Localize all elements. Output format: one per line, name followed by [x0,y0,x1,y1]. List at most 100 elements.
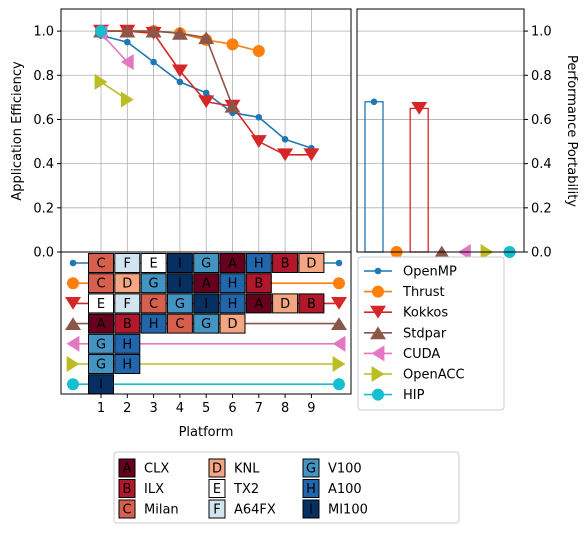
key-name: ILX [144,482,164,497]
table-cell-label: D [227,317,237,332]
x-tick-label: 4 [176,401,184,416]
table-cell-label: B [307,297,316,312]
table-cell-label: H [149,317,159,332]
table-cell [114,293,141,314]
key-letter: E [213,482,221,497]
table-cell-label: H [122,337,132,352]
series-line [101,30,234,107]
table-cell-label: B [281,257,290,272]
table-cell-label: C [96,257,105,272]
table-cell-label: H [254,257,264,272]
key-letter: G [306,462,316,477]
table-cell-label: F [124,257,131,272]
table-cell [272,293,299,314]
table-cell [88,293,114,314]
key-letter: B [123,482,132,497]
y2-tick-label: 0.2 [531,201,552,216]
key-swatch [208,499,226,519]
table-cell [219,273,246,294]
table-row-end-marker [333,378,345,391]
table-cell [166,253,193,273]
key-letter: C [122,503,131,518]
table-cell-label: A [254,297,263,312]
legend-label: Kokkos [403,306,448,321]
table-cell [140,313,167,334]
legend-marker [372,285,384,298]
key-name: KNL [234,462,260,477]
portability-frame [356,8,525,253]
legend-label: OpenMP [403,265,457,280]
portability-bar [364,101,384,253]
portability-marker [411,102,428,115]
key-swatch [118,479,136,498]
table-cell [140,273,167,294]
table-cell [193,293,220,314]
table-row-start-marker [66,335,80,352]
x-tick-label: 5 [202,401,210,416]
key-letter: F [213,503,220,518]
legend-marker [370,305,386,319]
portability-bars [364,98,516,260]
legend-marker [371,345,385,362]
x-tick-label: 6 [228,401,236,416]
y2-tick-label: 0.8 [531,69,552,84]
key-box [113,451,460,524]
portability-bar [409,107,429,253]
y-tick-label: 0.0 [33,246,54,261]
table-cell [245,253,272,273]
table-cell-label: A [202,277,211,292]
key-name: A64FX [234,503,276,518]
key-swatch [208,479,226,498]
y2-tick-label: 0.0 [531,246,552,261]
table-cell-label: C [175,317,184,332]
y2-tick-label: 1.0 [531,25,552,40]
table-cell [219,293,246,314]
table-cell [272,253,299,273]
platform-key: A CLX B ILX C Milan D KNL E TX2 F A64FX G V100 H A100 I M… [113,451,460,524]
key-name: CLX [144,462,169,477]
table-cell [166,313,193,334]
table-cell-label: G [96,337,106,352]
legend-label: Stdpar [403,326,447,341]
table-cell-label: E [149,257,157,272]
table-cell-label: D [122,277,132,292]
table-cell-label: H [228,297,238,312]
table-cell-label: G [201,317,211,332]
table-cell-label: C [96,277,105,292]
series-point [171,26,188,40]
key-swatch [302,458,320,478]
series-point [94,73,108,90]
series-point [226,38,239,51]
series-point [281,136,289,143]
table-row-start-marker [65,297,81,310]
portability-marker [370,98,378,106]
y-tick-label: 1.0 [33,25,54,40]
table-row-start-marker [66,356,80,372]
table-cell-label: B [254,277,263,292]
x-tick-label: 8 [281,401,289,416]
table-cell-label: I [99,378,103,393]
table-cell [298,293,325,314]
table-cell-label: D [280,297,290,312]
table-cell-label: I [178,277,182,292]
y-tick-label: 0.4 [33,157,54,172]
table-cell [88,354,114,374]
table-cell-label: C [149,297,158,312]
series-point [277,148,294,162]
table-cell-label: G [175,297,185,312]
table-cell-label: H [228,277,238,292]
table-cell [88,273,114,294]
legend-marker [371,366,385,382]
series-point [255,113,263,121]
table-cell [193,313,220,334]
table-cell-label: B [123,317,132,332]
key-letter: A [123,462,132,477]
series-point [95,25,107,38]
table-row-end-marker [331,317,347,330]
legend-marker [372,388,384,401]
legend-label: Thrust [402,285,445,300]
table-row-end-marker [332,356,346,372]
x-axis-label: Platform [179,425,234,440]
table-cell-label: G [96,358,106,373]
